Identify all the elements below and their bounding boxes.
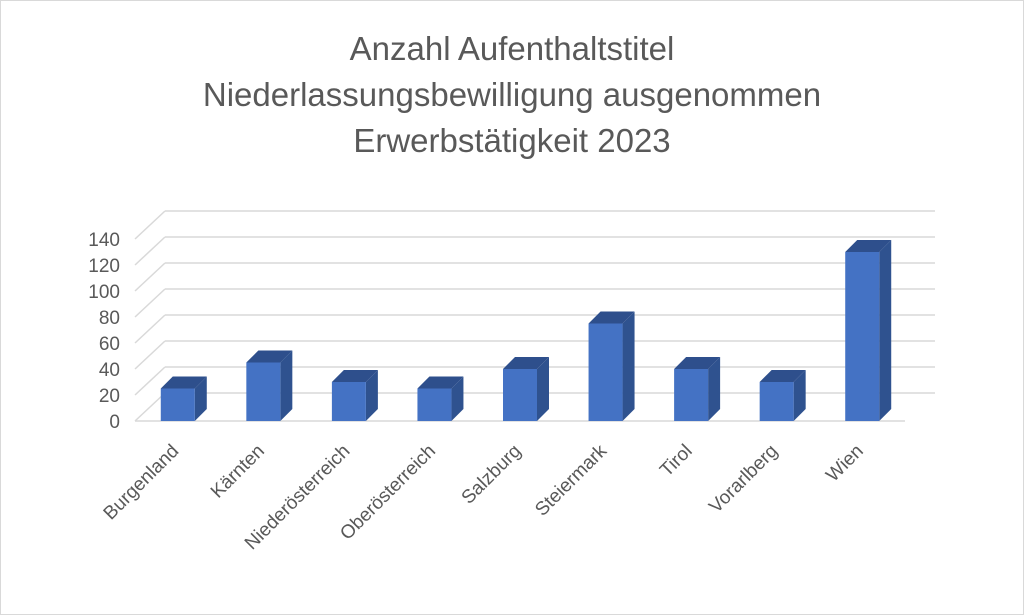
x-tick-label: Salzburg <box>458 441 526 509</box>
bar-front <box>588 323 623 421</box>
gridline-depth <box>134 392 166 422</box>
bar-side <box>708 357 721 421</box>
bar-top <box>160 376 207 389</box>
gridline-depth <box>134 210 166 240</box>
y-axis: 0 20 40 60 80 100 120 140 <box>88 230 120 433</box>
bar-side <box>451 376 464 421</box>
bar-top <box>674 357 721 369</box>
bar-burgenland <box>160 376 207 421</box>
bar-wien <box>845 240 892 421</box>
x-tick-label: Kärnten <box>207 441 269 503</box>
bar-side <box>793 370 806 421</box>
bar-top <box>759 370 806 382</box>
bar-salzburg <box>503 357 549 421</box>
bar-vorarlberg <box>759 370 806 421</box>
bar-tirol <box>674 357 721 421</box>
bar-front <box>845 252 880 421</box>
chart-title: Anzahl Aufenthaltstitel Niederlassungsbe… <box>0 26 1024 164</box>
gridline-depth <box>134 314 166 344</box>
bar-side <box>879 240 892 421</box>
bar-niederösterreich <box>331 370 378 421</box>
bar-front <box>503 369 537 421</box>
bar-top <box>417 376 464 389</box>
x-tick-label: Wien <box>822 441 867 486</box>
bar-front <box>759 382 794 421</box>
bar-front <box>331 382 366 421</box>
x-axis: Burgenland KärntenNiederösterreichOberöst… <box>100 440 868 554</box>
gridline-depth <box>134 262 166 292</box>
gridline-depth <box>134 340 166 370</box>
x-tick-label: Tirol <box>656 441 696 481</box>
bar-front <box>674 369 709 421</box>
bar-front <box>246 362 281 421</box>
bar-top <box>246 350 293 363</box>
chart-title-line-3: Erwerbstätigkeit 2023 <box>353 122 671 159</box>
bar-side <box>365 370 378 421</box>
x-tick-label: Steiermark <box>531 440 611 520</box>
bar-front <box>417 388 452 421</box>
bar-top <box>503 357 549 369</box>
bar-kärnten <box>246 350 293 421</box>
y-tick-label: 100 <box>88 282 120 303</box>
chart-title-line-2: Niederlassungsbewilligung ausgenommen <box>202 76 822 113</box>
bar-side <box>537 357 549 421</box>
x-tick-label: Burgenland <box>100 441 184 525</box>
bar-front <box>160 388 195 421</box>
y-tick-label: 140 <box>88 230 120 251</box>
y-tick-label: 20 <box>99 386 120 407</box>
y-tick-label: 120 <box>88 256 120 277</box>
bar-steiermark <box>588 311 635 421</box>
gridline-depth <box>134 288 166 318</box>
bar-top <box>845 240 892 252</box>
bar-oberösterreich <box>417 376 464 421</box>
x-tick-label: Vorarlberg <box>705 441 782 518</box>
bars <box>160 240 892 421</box>
bar-top <box>588 311 635 324</box>
y-tick-label: 60 <box>99 334 120 355</box>
y-tick-label: 40 <box>99 360 120 381</box>
bar-side <box>194 376 207 421</box>
y-tick-label: 80 <box>99 308 120 329</box>
bar-side <box>622 311 635 421</box>
gridline-depth <box>134 236 166 266</box>
gridline-depth <box>134 366 166 396</box>
bar-side <box>280 350 293 421</box>
chart-title-line-1: Anzahl Aufenthaltstitel <box>349 30 675 67</box>
bar-top <box>331 370 378 382</box>
y-tick-label: 0 <box>109 412 120 433</box>
